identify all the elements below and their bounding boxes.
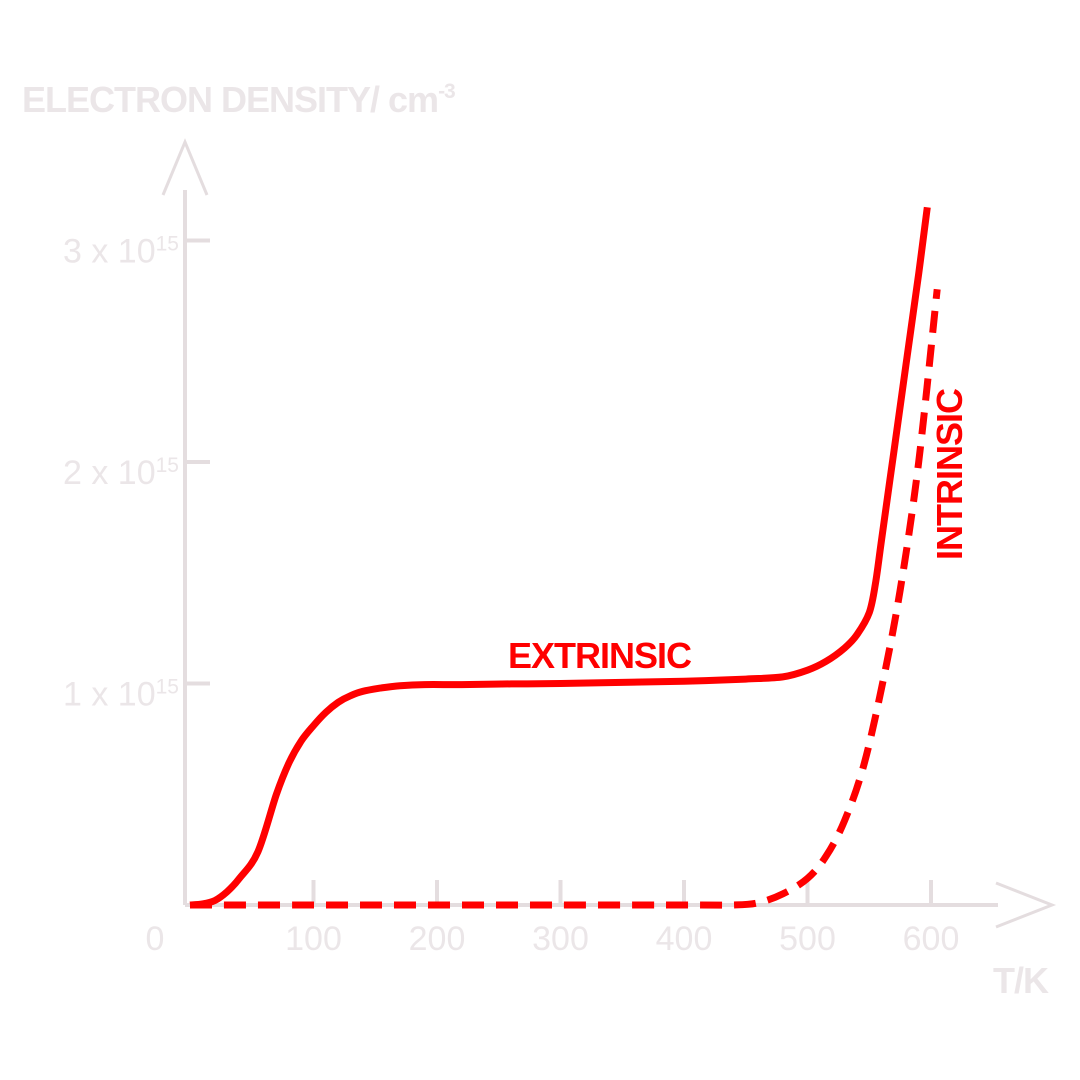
y-axis-title-superscript: -3 [438,80,455,103]
y-axis-arrow-icon [161,138,209,196]
x-tick-label: 600 [903,920,960,958]
intrinsic-label: INTRINSIC [929,388,970,560]
x-axis-arrow-icon [995,881,1057,929]
axes [161,138,1057,929]
intrinsic-series-line [190,288,941,909]
y-tick-label: 3 x 1015 [63,233,179,271]
series-group [189,206,941,909]
x-tick-label: 100 [285,920,342,958]
x-tick-label: 400 [656,920,713,958]
x-tick-label: 0 [146,920,165,958]
x-tick-label: 200 [409,920,466,958]
ticks: 0 100 200 300 400 500 600 1 x 1015 2 x 1015 3 x 1… [63,233,959,959]
y-axis-title-main: ELECTRON DENSITY/ cm [22,79,438,120]
y-axis-title: ELECTRON DENSITY/ cm-3 [22,79,455,120]
x-tick-label: 300 [532,920,589,958]
y-tick-label: 2 x 1015 [63,454,179,492]
x-axis-title: T/K [993,960,1049,1001]
x-tick-label: 500 [779,920,836,958]
extrinsic-series-line [189,206,931,909]
extrinsic-label: EXTRINSIC [508,635,692,676]
y-tick-label: 1 x 1015 [63,676,179,714]
